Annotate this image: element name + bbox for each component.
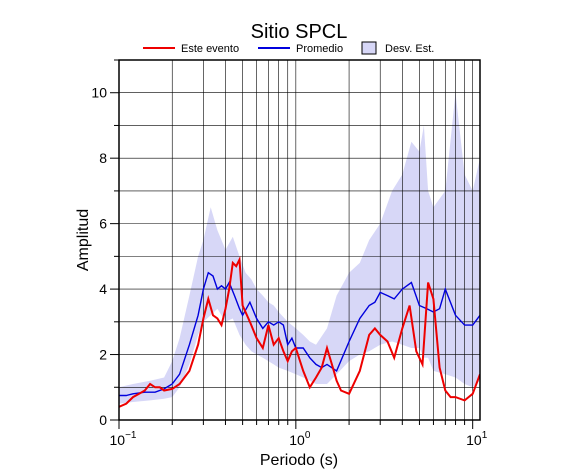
x-tick-label-base: 10 (466, 432, 482, 448)
x-tick-label-exponent: −1 (125, 430, 137, 441)
x-tick-label-base: 10 (110, 432, 126, 448)
x-axis-label: Periodo (s) (260, 452, 338, 469)
x-tick-label-exponent: 0 (305, 430, 311, 441)
y-tick-label: 0 (99, 412, 107, 428)
y-tick-label: 4 (99, 281, 107, 297)
y-tick-label: 10 (91, 85, 107, 101)
y-tick-label: 8 (99, 150, 107, 166)
plot-frame (118, 59, 481, 421)
series-line-promedio (119, 271, 480, 397)
y-tick-label: 2 (99, 347, 107, 363)
legend-label-este-evento: Este evento (181, 43, 239, 55)
x-tick-label: 10−1 (110, 430, 137, 448)
y-tick-label: 6 (99, 216, 107, 232)
x-tick-label-base: 10 (289, 432, 305, 448)
legend: Este evento Promedio Desv. Est. (143, 41, 434, 55)
series-line-este-evento (119, 255, 480, 408)
legend-label-promedio: Promedio (296, 43, 343, 55)
x-tick-label: 100 (289, 430, 311, 448)
y-axis-label: Amplitud (75, 209, 92, 271)
chart-title: Sitio SPCL (251, 21, 348, 43)
std-band (119, 92, 480, 404)
x-tick-label-exponent: 1 (482, 430, 488, 441)
legend-swatch-desv-est (361, 41, 377, 55)
legend-label-desv-est: Desv. Est. (385, 43, 434, 55)
x-tick-label: 101 (466, 430, 488, 448)
